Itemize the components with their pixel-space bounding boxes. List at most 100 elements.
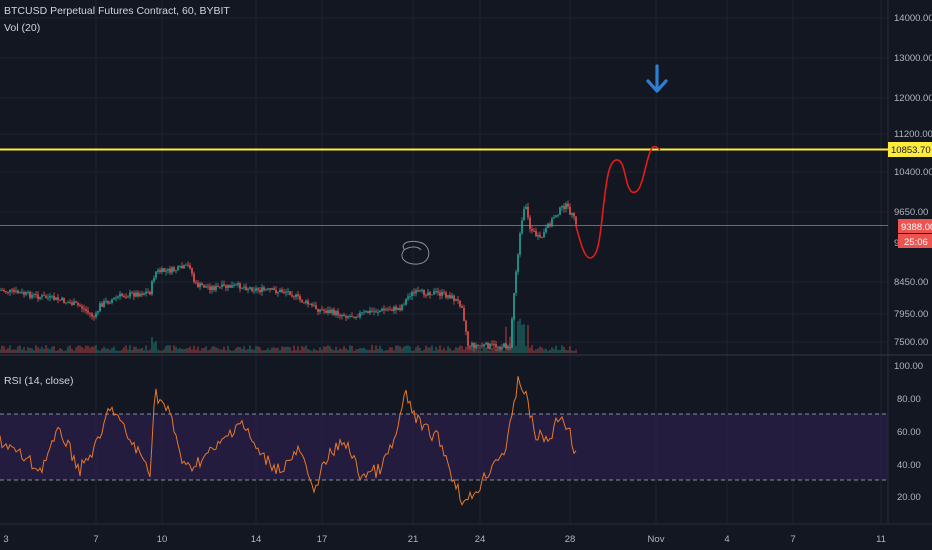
volume-bar (521, 324, 523, 353)
candle-body (427, 292, 429, 296)
candle-body (223, 284, 225, 286)
candle-body (387, 309, 389, 311)
rsi-legend[interactable]: RSI (14, close) (4, 375, 74, 387)
volume-bar (211, 346, 213, 353)
volume-bar (43, 348, 45, 353)
candle-body (431, 294, 433, 296)
projection-path[interactable] (575, 145, 661, 259)
candle-body (227, 284, 229, 288)
candle-body (207, 286, 209, 288)
volume-bar (565, 349, 567, 353)
candle-body (39, 296, 41, 299)
candle-body (311, 303, 313, 306)
volume-bar (249, 345, 251, 353)
candle-body (179, 266, 181, 267)
rsi-line[interactable] (0, 376, 577, 506)
candle-body (463, 307, 465, 321)
candle-body (337, 311, 339, 316)
volume-bar (435, 346, 437, 353)
volume-bar (321, 349, 323, 353)
candle-body (549, 223, 551, 227)
time-axis[interactable]: 3 7 10 14 17 21 24 28 Nov 4 7 11 (3, 534, 886, 545)
volume-bar (303, 347, 305, 353)
volume-bar (279, 350, 281, 353)
volume-legend[interactable]: Vol (20) (4, 22, 41, 34)
volume-bar (525, 346, 527, 353)
volume-bar (353, 350, 355, 353)
volume-bar (403, 346, 405, 353)
price-tick: 7500.00 (894, 337, 928, 348)
volume-bar (29, 348, 31, 353)
price-axis[interactable]: 14000.00 13000.00 12000.00 11200.00 1040… (894, 13, 932, 348)
volume-bar (307, 348, 309, 353)
candle-body (297, 294, 299, 297)
candle-body (483, 344, 485, 347)
candle-body (559, 207, 561, 215)
volume-bar (339, 348, 341, 353)
volume-bar (91, 346, 93, 353)
volume-bar (149, 349, 151, 353)
candle-body (439, 292, 441, 296)
candlestick-series[interactable] (0, 200, 577, 352)
volume-bar (219, 349, 221, 353)
volume-bar (415, 347, 417, 353)
candle-body (97, 311, 99, 313)
volume-bar (241, 349, 243, 353)
candle-body (51, 295, 53, 297)
candle-body (487, 342, 489, 349)
volume-bar (255, 346, 257, 353)
candle-body (293, 296, 295, 298)
candle-body (141, 293, 143, 296)
volume-bar (229, 349, 231, 353)
candle-body (467, 331, 469, 346)
volume-bar (181, 348, 183, 353)
volume-bar (51, 346, 53, 353)
candle-body (371, 310, 373, 312)
volume-bar (277, 347, 279, 353)
candle-body (111, 299, 113, 303)
volume-bar (257, 346, 259, 353)
candle-body (335, 311, 337, 315)
volume-bar (293, 345, 295, 353)
candle-body (173, 267, 175, 271)
volume-bar (57, 350, 59, 353)
candle-body (557, 214, 559, 216)
volume-bar (37, 347, 39, 353)
candle-body (389, 309, 391, 311)
candle-body (541, 237, 543, 238)
candle-body (77, 302, 79, 306)
candle-body (43, 295, 45, 297)
volume-bar (459, 345, 461, 353)
volume-bar (317, 350, 319, 353)
candle-body (345, 316, 347, 318)
volume-bar (519, 318, 521, 353)
candle-body (261, 287, 263, 293)
time-tick: 17 (317, 534, 328, 545)
candle-body (263, 287, 265, 291)
candle-body (509, 346, 511, 348)
candle-body (403, 304, 405, 306)
candle-body (7, 291, 9, 293)
volume-bar (427, 347, 429, 353)
candle-body (349, 315, 351, 317)
volume-bar (33, 350, 35, 353)
candle-body (3, 289, 5, 292)
countdown-badge (898, 234, 932, 248)
candle-body (573, 213, 575, 217)
symbol-title[interactable]: BTCUSD Perpetual Futures Contract, 60, B… (4, 5, 230, 17)
candle-body (147, 291, 149, 293)
candle-body (437, 291, 439, 293)
volume-bar (393, 350, 395, 353)
volume-bar (331, 348, 333, 353)
arrow-down-icon[interactable] (646, 64, 668, 93)
time-tick: 10 (157, 534, 168, 545)
rsi-axis[interactable]: 100.00 80.00 60.00 40.00 20.00 (894, 361, 923, 503)
scribble-circle[interactable] (401, 240, 430, 265)
candle-body (433, 291, 435, 295)
volume-bar (3, 346, 5, 353)
rsi-tick: 60.00 (897, 427, 921, 438)
volume-bar (383, 350, 385, 353)
volume-bar (61, 349, 63, 353)
volume-bar (461, 345, 463, 353)
